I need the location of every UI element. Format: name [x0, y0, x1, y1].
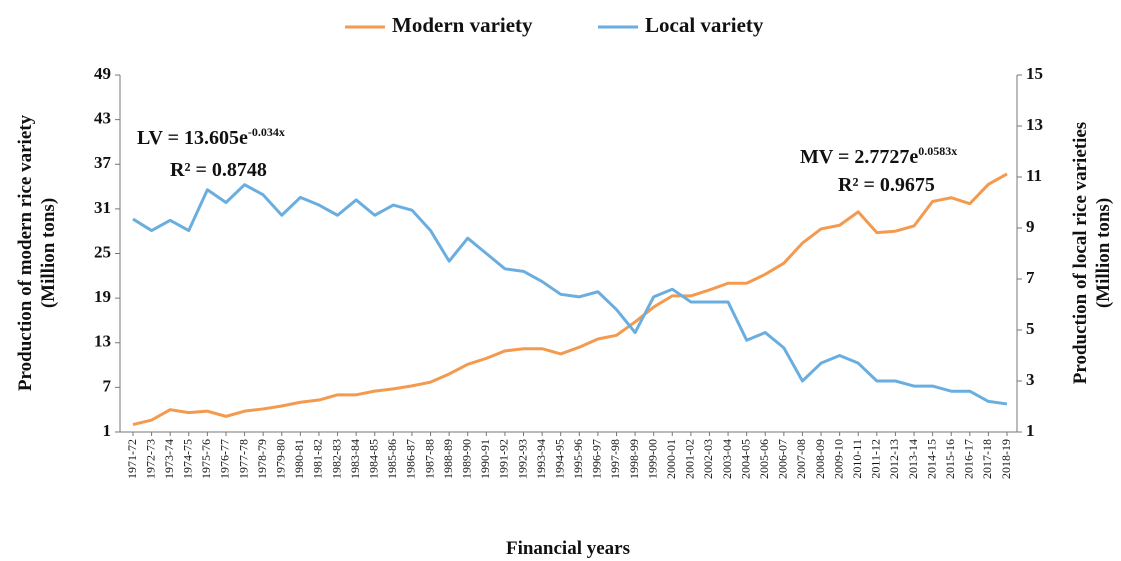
x-tick-label: 2016-17 — [962, 439, 976, 479]
x-tick-label: 2017-18 — [980, 439, 994, 479]
y2-tick-label: 7 — [1026, 268, 1035, 287]
annotation-r2: R² = 0.9675 — [838, 174, 935, 196]
y2-tick-label: 9 — [1026, 217, 1035, 236]
x-tick-label: 1992-93 — [515, 439, 529, 479]
x-tick-label: 2014-15 — [924, 439, 938, 479]
x-tick-label: 2013-14 — [906, 439, 920, 479]
equation: MV = 2.7727e — [800, 146, 918, 168]
x-tick-label: 1993-94 — [534, 439, 548, 479]
y2-tick-label: 3 — [1026, 370, 1035, 389]
x-axis-title: Financial years — [506, 538, 630, 559]
exponent: -0.034x — [248, 125, 285, 139]
x-tick-label: 1977-78 — [236, 439, 250, 479]
x-tick-label: 1996-97 — [590, 439, 604, 479]
x-tick-label: 2010-11 — [850, 439, 864, 479]
x-tick-label: 1989-90 — [459, 439, 473, 479]
exponent: 0.0583x — [918, 144, 957, 158]
x-tick-label: 1973-74 — [162, 439, 176, 479]
y-tick-label: 49 — [94, 64, 111, 83]
y2-tick-label: 13 — [1026, 115, 1043, 134]
x-tick-label: 2001-02 — [683, 439, 697, 479]
x-tick-label: 1997-98 — [608, 439, 622, 479]
x-tick-label: 2011-12 — [869, 439, 883, 479]
x-tick-label: 1972-73 — [143, 439, 157, 479]
y2-tick-label: 15 — [1026, 64, 1043, 83]
annotation-r2: R² = 0.8748 — [170, 159, 267, 181]
y2-axis-title: Production of local rice varieties — [1070, 122, 1091, 384]
x-tick-label: 1998-99 — [627, 439, 641, 479]
legend-label: Local variety — [645, 13, 764, 37]
x-tick-label: 1986-87 — [404, 439, 418, 479]
x-tick-label: 1978-79 — [255, 439, 269, 479]
x-tick-label: 1988-89 — [441, 439, 455, 479]
x-tick-label: 1971-72 — [125, 439, 139, 479]
x-tick-label: 1975-76 — [199, 439, 213, 479]
y2-tick-label: 5 — [1026, 319, 1035, 338]
y-tick-label: 43 — [94, 109, 111, 128]
annotation: MV = 2.7727e0.0583x — [800, 144, 957, 168]
x-tick-label: 1999-00 — [645, 439, 659, 479]
x-tick-label: 2012-13 — [887, 439, 901, 479]
x-tick-label: 2006-07 — [776, 439, 790, 479]
y2-tick-label: 1 — [1026, 421, 1035, 440]
x-tick-label: 2004-05 — [738, 439, 752, 479]
x-tick-label: 1987-88 — [422, 439, 436, 479]
y-tick-label: 13 — [94, 332, 111, 351]
y-tick-label: 7 — [103, 376, 112, 395]
data-line — [132, 183, 1008, 406]
x-tick-label: 1984-85 — [366, 439, 380, 479]
x-tick-label: 1983-84 — [348, 439, 362, 479]
x-tick-label: 2003-04 — [720, 439, 734, 479]
x-tick-label: 1982-83 — [329, 439, 343, 479]
x-tick-label: 2015-16 — [943, 439, 957, 479]
y-tick-label: 25 — [94, 242, 111, 261]
legend-label: Modern variety — [392, 13, 533, 37]
x-tick-label: 1985-86 — [385, 439, 399, 479]
y-tick-label: 37 — [94, 153, 112, 172]
y-axis-title: Production of modern rice variety — [15, 114, 36, 391]
x-tick-label: 1981-82 — [311, 439, 325, 479]
y2-axis-title: (Million tons) — [1093, 198, 1114, 308]
x-tick-label: 1990-91 — [478, 439, 492, 479]
y2-tick-label: 11 — [1026, 166, 1042, 185]
x-tick-label: 1994-95 — [552, 439, 566, 479]
x-tick-label: 1980-81 — [292, 439, 306, 479]
annotation: LV = 13.605e-0.034x — [137, 125, 285, 149]
x-tick-label: 1991-92 — [497, 439, 511, 479]
x-tick-label: 1976-77 — [218, 439, 232, 479]
x-tick-label: 2002-03 — [701, 439, 715, 479]
x-tick-label: 2018-19 — [999, 439, 1013, 479]
y-tick-label: 31 — [94, 198, 111, 217]
x-tick-label: 2008-09 — [813, 439, 827, 479]
x-tick-label: 2009-10 — [831, 439, 845, 479]
x-tick-label: 2007-08 — [794, 439, 808, 479]
equation: LV = 13.605e — [137, 127, 248, 149]
y-axis-title: (Million tons) — [38, 198, 59, 308]
x-tick-label: 2005-06 — [757, 439, 771, 479]
y-tick-label: 1 — [103, 421, 112, 440]
x-tick-label: 2000-01 — [664, 439, 678, 479]
data-line — [132, 172, 1008, 427]
x-tick-label: 1979-80 — [274, 439, 288, 479]
x-tick-label: 1974-75 — [181, 439, 195, 479]
y-tick-label: 19 — [94, 287, 111, 306]
x-tick-label: 1995-96 — [571, 439, 585, 479]
